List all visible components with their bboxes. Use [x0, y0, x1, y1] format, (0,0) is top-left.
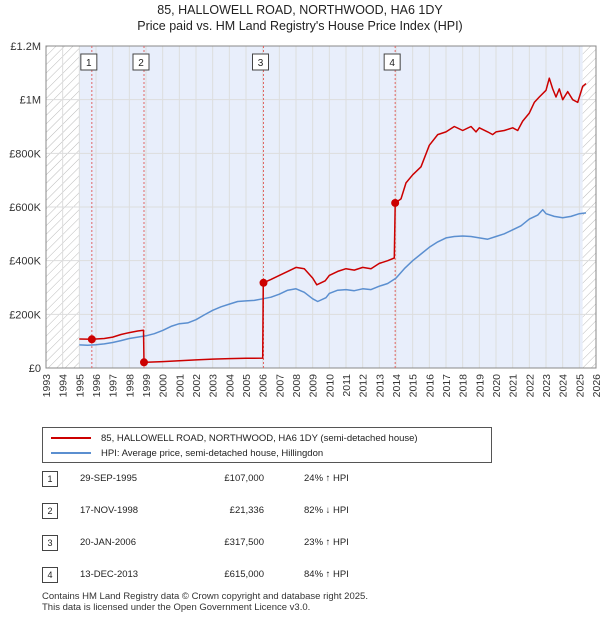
sale-date: 29-SEP-1995 [80, 473, 138, 484]
chart-title: 85, HALLOWELL ROAD, NORTHWOOD, HA6 1DY [157, 3, 443, 17]
x-tick-label: 2012 [358, 374, 370, 398]
x-tick-label: 1993 [41, 374, 53, 398]
sale-hpi: 23% ↑ HPI [304, 537, 349, 548]
sale-price: £317,500 [224, 537, 264, 548]
sale-point [87, 335, 96, 344]
y-tick-label: £1M [20, 95, 41, 107]
x-tick-label: 2021 [508, 374, 520, 398]
sale-number: 3 [42, 535, 58, 551]
sale-number: 1 [42, 471, 58, 487]
footer-licence: This data is licensed under the Open Gov… [42, 602, 311, 613]
sale-number: 2 [42, 503, 58, 519]
y-tick-label: £800K [9, 148, 41, 160]
sale-hpi: 84% ↑ HPI [304, 569, 349, 580]
x-tick-label: 2006 [258, 374, 270, 398]
footer: Contains HM Land Registry data © Crown c… [42, 591, 368, 613]
y-tick-label: £200K [9, 309, 41, 321]
table-row: 4 13-DEC-2013 £615,000 84% ↑ HPI [42, 564, 562, 586]
sale-point [391, 198, 400, 207]
x-tick-label: 1995 [74, 374, 86, 398]
x-tick-label: 1999 [141, 374, 153, 398]
x-tick-label: 2016 [424, 374, 436, 398]
x-tick-label: 2002 [191, 374, 203, 398]
x-tick-label: 2024 [558, 374, 570, 398]
x-tick-label: 2003 [208, 374, 220, 398]
x-tick-label: 2019 [474, 374, 486, 398]
x-tick-label: 1998 [124, 374, 136, 398]
y-tick-label: £0 [29, 363, 41, 375]
legend-item-price: 85, HALLOWELL ROAD, NORTHWOOD, HA6 1DY (… [51, 431, 418, 445]
y-tick-label: £400K [9, 256, 41, 268]
table-row: 2 17-NOV-1998 £21,336 82% ↓ HPI [42, 500, 562, 522]
sale-number-label: 3 [258, 58, 264, 69]
x-axis-labels: 1993 1994 1995 1996 1997 1998 1999 2000 2001 2002… [41, 374, 600, 398]
sale-point [259, 278, 268, 287]
sale-date: 13-DEC-2013 [80, 569, 139, 580]
legend-item-hpi: HPI: Average price, semi-detached house,… [51, 446, 323, 460]
x-tick-label: 2010 [324, 374, 336, 398]
y-tick-label: £1.2M [10, 41, 41, 53]
y-axis-labels: £0 £200K £400K £600K £800K £1M £1.2M [9, 41, 41, 375]
grid-lines [45, 45, 597, 369]
sale-number-box [383, 53, 401, 71]
sale-number-box [252, 53, 269, 71]
x-tick-label: 2001 [174, 374, 186, 398]
sale-number-label: 4 [389, 58, 395, 69]
series-line [79, 77, 587, 364]
x-tick-label: 2022 [524, 374, 536, 398]
sale-number: 4 [42, 567, 58, 583]
x-tick-label: 1996 [91, 374, 103, 398]
legend-hpi-label: HPI: Average price, semi-detached house,… [101, 447, 324, 459]
sale-point [140, 358, 148, 367]
sale-hpi: 24% ↑ HPI [304, 473, 349, 484]
x-tick-label: 1994 [58, 374, 70, 398]
sale-number-boxes: 1 2 3 4 [80, 53, 401, 71]
x-tick-label: 2026 [591, 374, 600, 398]
x-tick-label: 2025 [574, 374, 586, 398]
plot-border [45, 45, 597, 369]
legend: 85, HALLOWELL ROAD, NORTHWOOD, HA6 1DY (… [42, 427, 492, 463]
sale-price: £615,000 [224, 569, 264, 580]
x-tick-label: 2020 [491, 374, 503, 398]
chart-subtitle: Price paid vs. HM Land Registry's House … [137, 19, 463, 33]
legend-price-swatch [51, 437, 91, 439]
y-tick-label: £600K [9, 202, 41, 214]
x-tick-label: 2013 [374, 374, 386, 398]
sale-number-label: 2 [138, 58, 144, 69]
x-tick-label: 2017 [441, 374, 453, 398]
sale-number-label: 1 [86, 58, 92, 69]
sale-number-box [80, 53, 98, 71]
x-tick-label: 2007 [274, 374, 286, 398]
sale-price: £107,000 [224, 473, 264, 484]
price-chart: £0£200K£400K£600K£800K£1M£1.2M 1993 1994 1… [9, 41, 600, 398]
x-tick-label: 2018 [458, 374, 470, 398]
legend-price-label: 85, HALLOWELL ROAD, NORTHWOOD, HA6 1DY (… [101, 432, 418, 444]
legend-hpi-swatch [51, 452, 91, 454]
sale-price: £21,336 [229, 505, 264, 516]
table-row: 1 29-SEP-1995 £107,000 24% ↑ HPI [42, 468, 562, 490]
sale-number-box [132, 53, 150, 71]
sale-date: 20-JAN-2006 [80, 537, 136, 548]
x-tick-label: 1997 [108, 374, 120, 398]
series-line [79, 208, 587, 346]
x-tick-label: 2005 [241, 374, 253, 398]
series-lines [79, 77, 587, 364]
footer-copyright: Contains HM Land Registry data © Crown c… [42, 591, 368, 602]
table-row: 3 20-JAN-2006 £317,500 23% ↑ HPI [42, 532, 562, 554]
x-tick-label: 2011 [341, 374, 353, 397]
x-tick-label: 2014 [391, 374, 403, 398]
x-tick-label: 2023 [541, 374, 553, 398]
x-tick-label: 2009 [308, 374, 320, 398]
x-tick-label: 2004 [224, 374, 236, 398]
x-tick-label: 2008 [291, 374, 303, 398]
sale-hpi: 82% ↓ HPI [304, 505, 349, 516]
sale-date: 17-NOV-1998 [80, 505, 139, 516]
sale-points [87, 198, 400, 367]
x-tick-label: 2015 [408, 374, 420, 398]
x-tick-label: 2000 [158, 374, 170, 398]
